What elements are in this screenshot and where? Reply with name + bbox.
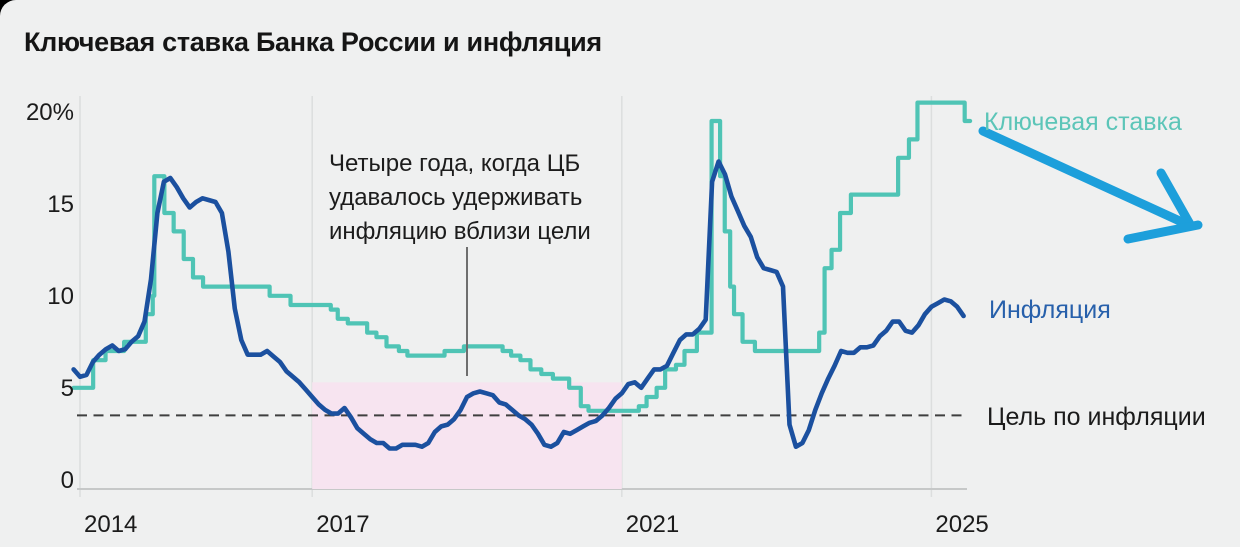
inflation-target-label: Цель по инфляции	[987, 403, 1206, 431]
highlight-annotation: Четыре года, когда ЦБ удавалось удержива…	[329, 150, 591, 245]
y-tick-label: 5	[60, 375, 74, 402]
y-tick-label: 15	[47, 191, 74, 218]
legend-key-rate: Ключевая ставка	[984, 108, 1182, 136]
x-tick-label: 2021	[625, 511, 680, 538]
y-tick-label: 20%	[25, 99, 74, 126]
chart-title: Ключевая ставка Банка России и инфляция	[24, 27, 602, 57]
trend-down-arrow-icon	[978, 126, 1203, 244]
legend-inflation: Инфляция	[989, 296, 1111, 324]
y-tick-label: 10	[47, 283, 74, 310]
x-tick-label: 2014	[84, 511, 138, 538]
x-tick-label: 2017	[316, 511, 370, 538]
x-tick-label: 2025	[935, 511, 989, 538]
y-tick-label: 0	[60, 467, 74, 494]
inflation-line	[71, 159, 966, 451]
